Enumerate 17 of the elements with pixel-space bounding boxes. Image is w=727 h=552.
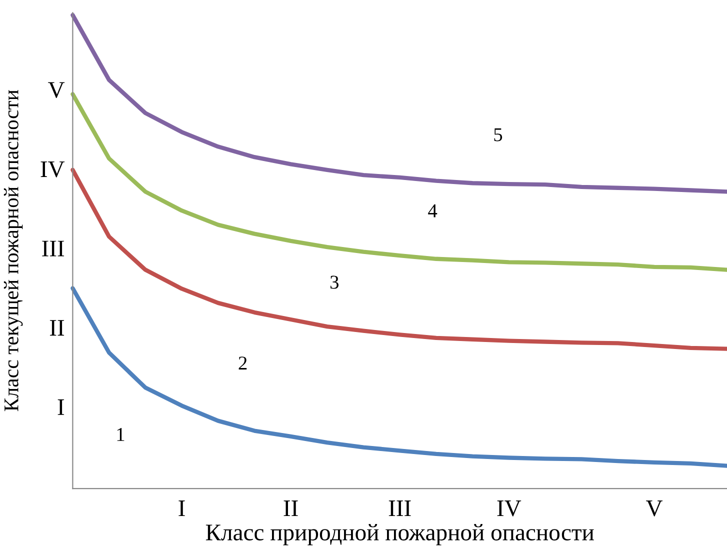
text: IV: [40, 162, 65, 178]
annotation: 1: [117, 428, 124, 441]
annotation: 4: [428, 204, 438, 218]
annotation: 5: [494, 128, 502, 142]
x-tick-label: IV: [497, 500, 522, 516]
x-axis-title: Класс природной пожарной опасности: [206, 524, 594, 546]
x-tick-label: II: [284, 500, 298, 516]
y-axis-title: Класс текущей пожарной опасности: [4, 90, 23, 412]
annotation: 3: [330, 276, 339, 289]
text: V: [48, 82, 65, 98]
text: II: [50, 320, 64, 336]
x-tick-label: I: [178, 500, 185, 516]
annotation: 2: [238, 356, 247, 370]
x-tick-label: III: [388, 500, 411, 516]
text: III: [42, 240, 64, 256]
x-tick-label: V: [646, 500, 663, 516]
text: I: [58, 399, 64, 415]
